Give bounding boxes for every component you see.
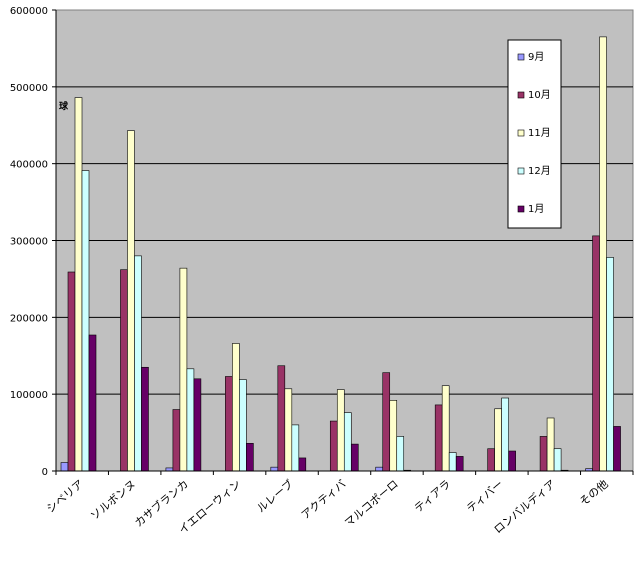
y-tick-label: 300000 [10,237,48,248]
bar [193,378,202,472]
bar [277,365,286,472]
legend-swatch [517,53,525,61]
y-tick-label: 0 [42,467,48,478]
bar [508,450,516,472]
bar [546,417,555,472]
legend-label: 10月 [528,89,551,101]
legend-label: 9月 [528,51,544,63]
legend-box [507,39,562,229]
bar [88,334,97,472]
bar [455,456,464,472]
bar [599,36,607,472]
y-axis: 0 100000 200000 300000 400000 500000 600000 [10,6,57,478]
bar [127,130,135,472]
legend-label: 11月 [528,127,551,139]
bar [74,97,83,472]
bar [389,400,398,472]
legend-swatch [517,167,525,175]
bar [350,443,359,472]
bar [134,255,142,472]
y-tick-label: 500000 [10,83,48,94]
bar [270,466,279,472]
bar [382,372,391,472]
legend: 9月 10月 11月 12月 1月 [507,39,562,229]
legend-label: 12月 [528,165,551,177]
bar [606,257,614,472]
bar [375,466,384,472]
bar [336,389,345,472]
bar [291,424,300,472]
legend-swatch [517,91,525,99]
bar [396,436,405,472]
bar [494,408,502,472]
bar [539,436,548,472]
x-tick-label: ソルボンヌ [88,477,138,522]
x-tick-label: シベリア [44,477,86,515]
bar [81,170,90,472]
bar [329,420,338,472]
legend-label: 1月 [528,203,544,215]
bar [284,388,293,472]
bar [343,412,352,472]
bar [448,452,457,472]
x-tick-label: ルレーブ [254,477,296,516]
y-tick-label: 200000 [10,313,48,324]
x-tick-label: マルコポーロ [342,477,401,529]
bar [141,366,149,472]
bar [298,457,307,472]
bar [186,368,195,472]
bar [120,269,128,472]
bar [179,267,188,472]
bar [592,235,600,472]
bar [225,376,233,472]
bar [553,448,562,472]
bar [613,426,621,472]
bar [487,448,495,472]
bar [246,443,254,472]
legend-swatch [517,205,525,213]
x-tick-label: ティアラ [412,477,454,515]
legend-swatch [517,129,525,137]
bar [60,462,69,472]
x-tick-label: その他 [577,477,611,508]
bars [60,36,621,472]
x-tick-label: アクティバ [299,477,349,522]
bar [67,271,76,472]
bar [501,397,509,472]
bar [441,385,450,472]
unit-label: 球 [59,100,69,112]
y-tick-label: 100000 [10,390,48,401]
bar [434,404,443,472]
bar [172,409,181,472]
y-tick-label: 600000 [10,6,48,17]
bar [239,379,247,472]
y-tick-label: 400000 [10,160,48,171]
bar [232,343,240,472]
x-tick-label: ティバー [464,477,506,515]
